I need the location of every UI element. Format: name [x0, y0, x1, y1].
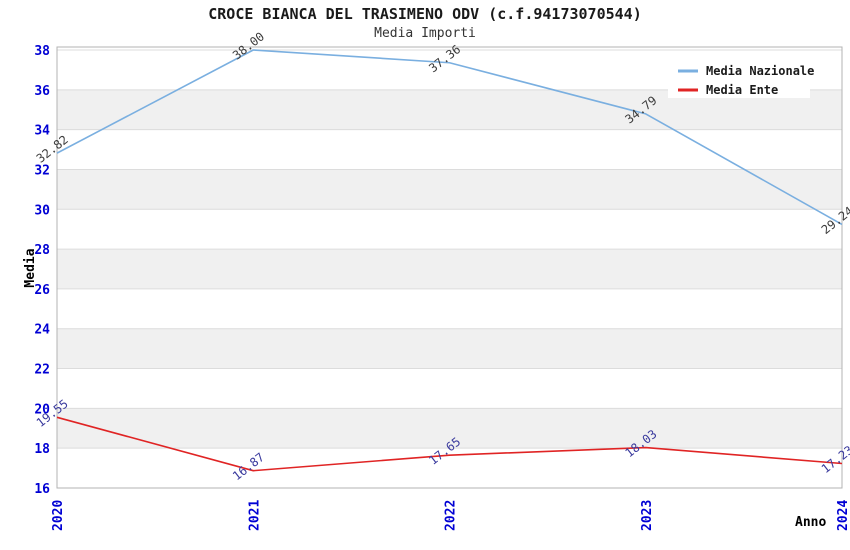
y-tick-label: 18 [34, 442, 50, 457]
y-tick-label: 38 [34, 44, 50, 59]
plot-border [56, 46, 843, 489]
x-tick-label: 2020 [51, 500, 66, 531]
plot-band [57, 408, 842, 449]
y-tick-label: 20 [34, 402, 50, 417]
plot-band [57, 169, 842, 210]
series-line-media-nazionale [56, 49, 843, 226]
y-tick-label: 34 [34, 124, 50, 139]
series-line-media-ente [56, 416, 843, 472]
y-tick-label: 26 [34, 283, 50, 298]
y-tick-label: 36 [34, 84, 50, 99]
y-tick-label: 28 [34, 243, 50, 258]
x-tick-label: 2024 [836, 500, 850, 531]
x-tick-label: 2023 [640, 500, 655, 531]
plot-band [57, 288, 842, 329]
y-tick-label: 30 [34, 203, 50, 218]
chart-subtitle: Media Importi [374, 26, 476, 41]
x-tick-label: 2021 [247, 500, 262, 531]
y-tick-label: 16 [34, 482, 50, 497]
plot-band [57, 368, 842, 409]
y-axis-title: Media [23, 248, 38, 287]
plot-band [57, 129, 842, 170]
legend-label-media-nazionale: Media Nazionale [706, 64, 814, 78]
x-axis-title: Anno [795, 515, 826, 530]
chart-title: CROCE BIANCA DEL TRASIMENO ODV (c.f.9417… [208, 5, 642, 23]
plot-band [57, 249, 842, 289]
x-tick-label: 2022 [444, 500, 459, 531]
legend-label-media-ente: Media Ente [706, 83, 778, 97]
y-tick-label: 24 [34, 323, 50, 338]
plot-band [57, 328, 842, 369]
y-tick-label: 32 [34, 163, 50, 178]
plot-band [57, 209, 842, 250]
y-tick-label: 22 [34, 363, 50, 378]
